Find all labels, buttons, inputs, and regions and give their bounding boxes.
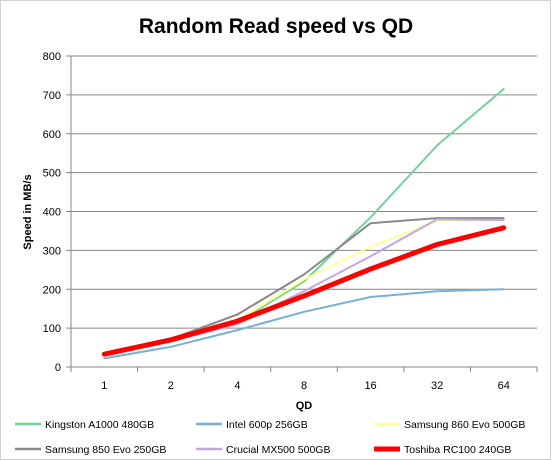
series-line-2 — [103, 288, 505, 360]
legend-label: Samsung 860 Evo 500GB — [404, 419, 525, 431]
legend-label: Kingston A1000 480GB — [45, 419, 154, 431]
grid-layer — [71, 55, 537, 329]
x-tick-label: 4 — [234, 380, 240, 392]
series-line-4 — [103, 217, 505, 356]
y-tick-label: 500 — [43, 168, 61, 180]
y-tick-label: 700 — [43, 90, 61, 102]
series-line-1 — [103, 88, 505, 357]
legend-label: Intel 600p 256GB — [226, 419, 308, 431]
y-tick-label: 800 — [43, 51, 61, 63]
x-axis-title: QD — [296, 400, 313, 412]
x-tick-label: 2 — [168, 380, 174, 392]
legend-label: Toshiba RC100 240GB — [404, 444, 511, 456]
legend: Kingston A1000 480GB Intel 600p 256GB Sams… — [15, 419, 525, 456]
x-tick-label: 1 — [101, 380, 107, 392]
series-line-5 — [103, 218, 505, 356]
axis-layer: 0 100 200 300 400 500 600 700 800 1 2 4 8 16 32 64 — [43, 51, 538, 392]
chart-title: Random Read speed vs QD — [139, 15, 413, 38]
legend-label: Samsung 850 Evo 250GB — [45, 444, 166, 456]
legend-label: Crucial MX500 500GB — [226, 444, 330, 456]
x-tick-label: 16 — [364, 380, 376, 392]
y-tick-label: 200 — [43, 284, 61, 296]
series-layer — [101, 88, 507, 360]
x-tick-label: 32 — [431, 380, 443, 392]
y-tick-label: 300 — [43, 245, 61, 257]
series-line-6 — [101, 225, 507, 357]
x-tick-label: 64 — [498, 380, 510, 392]
y-tick-label: 400 — [43, 207, 61, 219]
y-axis-title: Speed in MB/s — [22, 174, 34, 249]
y-tick-label: 100 — [43, 323, 61, 335]
y-tick-label: 0 — [55, 362, 61, 374]
y-tick-label: 600 — [43, 129, 61, 141]
x-tick-label: 8 — [301, 380, 307, 392]
